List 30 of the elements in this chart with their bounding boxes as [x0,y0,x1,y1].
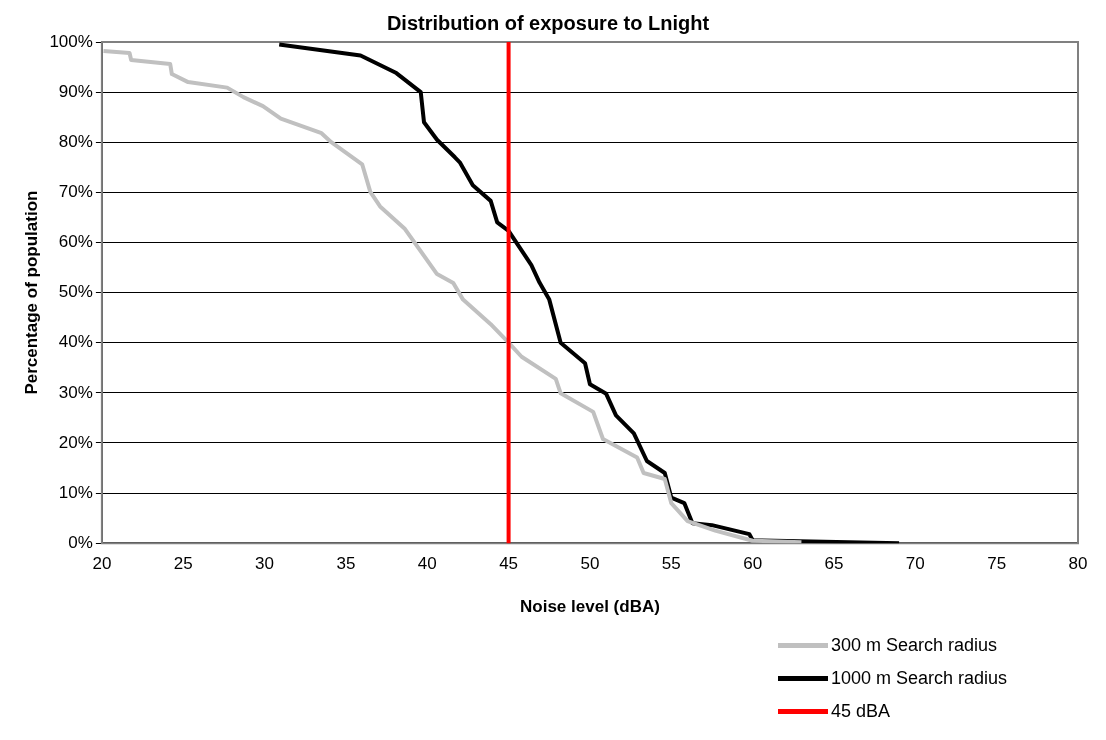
x-tick-label: 65 [824,554,844,574]
y-tick-label: 30% [58,382,93,402]
y-tick-label: 0% [68,532,93,552]
chart-title: Distribution of exposure to Lnight [386,11,710,34]
y-tick-label: 60% [58,232,93,252]
y-tick-label: 20% [58,432,93,452]
x-tick-label: 35 [336,554,356,574]
legend-label: 300 m Search radius [831,635,998,656]
x-tick-label: 60 [743,554,763,574]
x-tick-label: 25 [173,554,193,574]
y-tick-label: 70% [58,182,93,202]
legend-label: 45 dBA [831,701,891,722]
legend-label: 1000 m Search radius [831,668,1008,689]
x-tick-label: 75 [987,554,1007,574]
y-tick-label: 10% [58,482,93,502]
x-tick-label: 55 [661,554,681,574]
x-axis-title: Noise level (dBA) [520,597,660,617]
x-tick-label: 30 [255,554,275,574]
y-tick-label: 90% [58,81,93,101]
y-tick-label: 100% [49,31,93,51]
x-tick-label: 70 [905,554,925,574]
x-tick-label: 40 [417,554,437,574]
x-tick-label: 50 [580,554,600,574]
y-tick-label: 40% [58,332,93,352]
y-tick-label: 50% [58,282,93,302]
x-tick-label: 80 [1068,554,1088,574]
y-axis-title: Percentage of population [21,190,41,395]
y-tick-label: 80% [58,131,93,151]
x-tick-label: 20 [92,554,112,574]
x-tick-label: 45 [499,554,519,574]
